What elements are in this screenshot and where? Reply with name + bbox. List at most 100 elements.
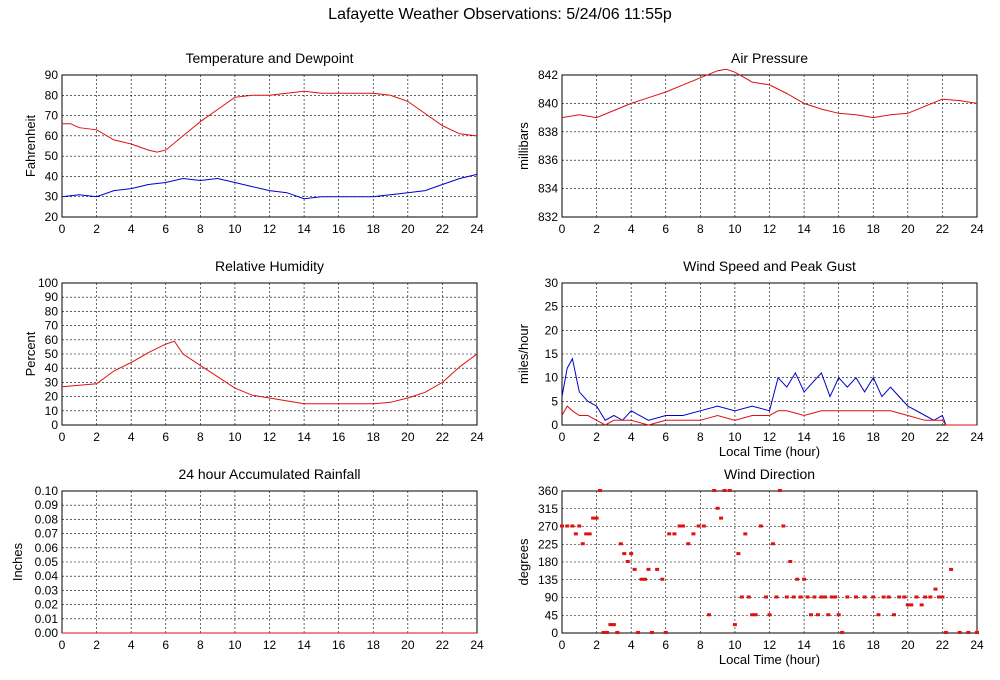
x-tick-label: 18	[867, 222, 881, 236]
data-point	[565, 524, 570, 528]
series-line-blue	[561, 357, 977, 426]
data-point	[672, 532, 677, 536]
x-tick-label: 0	[59, 638, 66, 652]
data-point	[560, 524, 564, 528]
data-point	[587, 532, 592, 536]
data-point	[715, 506, 720, 510]
x-tick-label: 4	[128, 222, 135, 236]
x-tick-label: 0	[59, 430, 66, 444]
data-point	[957, 631, 962, 634]
y-tick-label: 90	[45, 68, 59, 82]
x-tick-label: 6	[662, 430, 669, 444]
x-tick-label: 8	[197, 430, 204, 444]
x-tick-label: 14	[797, 222, 811, 236]
y-axis-label: Inches	[10, 542, 25, 581]
x-tick-label: 10	[228, 638, 242, 652]
x-tick-label: 4	[128, 638, 135, 652]
x-tick-label: 12	[763, 222, 777, 236]
y-axis-label: degrees	[516, 538, 531, 585]
data-point	[770, 542, 775, 546]
data-point	[577, 524, 582, 528]
x-tick-label: 6	[162, 430, 169, 444]
data-point	[812, 595, 817, 599]
y-tick-label: 360	[538, 484, 558, 498]
y-tick-label: 836	[538, 153, 558, 167]
data-point	[892, 613, 896, 617]
data-point	[829, 595, 834, 599]
y-axis-label: Fahrenheit	[23, 115, 38, 178]
data-point	[833, 595, 838, 599]
data-point	[594, 516, 599, 520]
data-point	[822, 595, 827, 599]
x-tick-label: 22	[436, 430, 450, 444]
data-point	[750, 613, 755, 617]
x-tick-label: 20	[401, 638, 415, 652]
x-tick-label: 14	[797, 638, 811, 652]
x-tick-label: 6	[162, 638, 169, 652]
data-point	[732, 623, 737, 627]
plot-frame	[561, 490, 978, 634]
y-tick-label: 0.08	[35, 512, 59, 526]
data-point	[881, 595, 886, 599]
series-line-red	[561, 405, 977, 426]
data-point	[826, 613, 831, 617]
y-tick-label: 20	[45, 390, 59, 404]
y-tick-label: 60	[45, 129, 59, 143]
data-point	[819, 595, 824, 599]
x-tick-label: 14	[297, 430, 311, 444]
x-tick-label: 2	[593, 430, 600, 444]
y-tick-label: 15	[545, 347, 559, 361]
data-point	[805, 595, 810, 599]
plot-frame	[561, 74, 978, 218]
x-tick-label: 12	[763, 638, 777, 652]
x-tick-label: 20	[901, 638, 915, 652]
x-tick-label: 8	[197, 222, 204, 236]
y-tick-label: 90	[45, 290, 59, 304]
y-tick-label: 30	[545, 276, 559, 290]
y-tick-label: 20	[545, 323, 559, 337]
data-point	[701, 524, 706, 528]
x-tick-label: 12	[263, 222, 277, 236]
x-tick-label: 14	[797, 430, 811, 444]
y-axis-label: Percent	[23, 331, 38, 376]
x-tick-label: 20	[401, 222, 415, 236]
y-tick-label: 270	[538, 520, 558, 534]
data-point	[795, 577, 800, 581]
data-point	[722, 489, 727, 492]
data-point	[777, 489, 782, 492]
chart-title: Relative Humidity	[215, 258, 324, 274]
data-point	[862, 595, 867, 599]
data-point	[663, 631, 668, 634]
data-point	[753, 613, 758, 617]
x-tick-label: 24	[470, 430, 484, 444]
y-tick-label: 10	[545, 371, 559, 385]
y-tick-label: 315	[538, 502, 558, 516]
data-point	[758, 524, 763, 528]
y-axis-label: millibars	[516, 122, 531, 170]
x-tick-label: 22	[936, 430, 950, 444]
data-point	[902, 595, 907, 599]
x-tick-label: 24	[970, 638, 984, 652]
y-tick-label: 0	[551, 418, 558, 432]
x-tick-label: 8	[197, 638, 204, 652]
y-tick-label: 0.07	[35, 527, 59, 541]
x-tick-label: 14	[297, 222, 311, 236]
data-point	[696, 524, 701, 528]
x-tick-label: 16	[832, 222, 846, 236]
y-tick-label: 0.05	[35, 555, 59, 569]
y-tick-label: 0.01	[35, 612, 59, 626]
data-point	[940, 595, 945, 599]
data-point	[649, 631, 654, 634]
x-tick-label: 2	[93, 430, 100, 444]
data-point	[739, 595, 744, 599]
data-point	[767, 613, 772, 617]
x-tick-label: 16	[832, 638, 846, 652]
data-point	[686, 542, 691, 546]
plot-frame	[61, 74, 478, 218]
x-tick-label: 10	[728, 430, 742, 444]
data-point	[736, 552, 741, 556]
data-point	[591, 516, 596, 520]
x-tick-label: 18	[367, 430, 381, 444]
